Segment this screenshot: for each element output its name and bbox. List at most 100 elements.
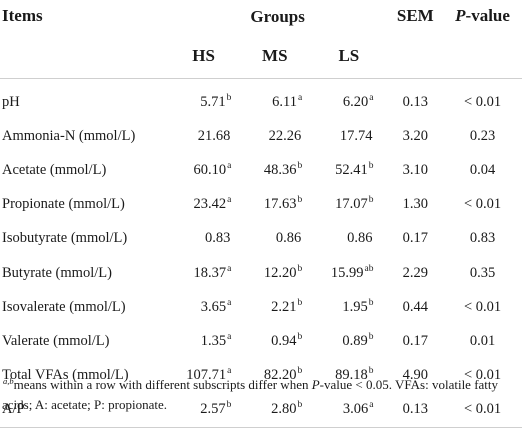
ls-cell: 0.86 [310,222,387,256]
p-value-cell-value: < 0.01 [463,367,502,384]
ls-cell: 89.18b [310,359,387,393]
table-row: Propionate (mmol/L) 23.42a 17.63b 17.07b 1.3… [0,188,522,222]
sem-cell: 0.13 [387,78,444,120]
ms-cell: 22.26 [239,119,310,153]
ms-cell-superscript: b [297,400,303,411]
ms-cell: 2.21b [239,290,310,324]
p-value-cell-value: < 0.01 [463,93,502,110]
table-row: Isobutyrate (mmol/L) 0.83 0.86 0.86 0.17 0.83 [0,222,522,256]
ms-cell-superscript: a [297,92,303,103]
footnote-superscript: a,b [3,375,14,386]
sem-cell-value: 3.10 [402,161,428,178]
ms-header: MS [262,46,288,65]
ls-cell: 3.06a [310,392,388,428]
p-value-cell-value: < 0.01 [463,401,502,418]
item-cell-value: Isobutyrate (mmol/L) [2,230,128,247]
table-row: A/P 2.57b 2.80b 3.06a 0.13 < 0.01 [0,392,522,428]
items-header: Items [2,6,43,25]
ls-cell-value: 6.20 [342,93,369,110]
sem-cell-value: 0.17 [402,230,428,247]
ms-cell: 48.36b [239,153,310,187]
sem-header: SEM [396,6,434,25]
hs-cell-value: 0.83 [205,230,231,247]
ls-cell-value: 0.86 [347,230,373,247]
p-value-cell: 0.04 [443,153,522,187]
ls-cell-value: 1.95 [342,298,368,315]
item-cell: A/P [0,392,168,428]
item-cell-value: Propionate (mmol/L) [2,196,125,213]
sem-cell-value: 2.29 [402,264,428,281]
item-cell: Propionate (mmol/L) [0,188,168,222]
p-value-cell: < 0.01 [443,78,522,120]
sem-cell-value: 4.90 [402,367,428,384]
hs-cell-superscript: a [227,263,232,274]
item-cell-value: pH [2,93,20,110]
p-value-cell: 0.23 [443,119,522,153]
ls-cell-superscript: a [369,92,374,103]
table-row: pH 5.71b 6.11a 6.20a 0.13 < 0.01 [0,78,522,120]
sem-cell-value: 0.13 [402,401,428,418]
item-cell-value: Ammonia-N (mmol/L) [2,127,136,144]
ms-cell-value: 0.86 [275,230,302,247]
p-value-cell-value: < 0.01 [463,298,502,315]
hs-cell-value: 60.10 [193,161,227,178]
sem-cell: 3.20 [388,119,444,153]
hs-cell-superscript: a [227,366,232,377]
item-cell-value: Isovalerate (mmol/L) [2,298,126,315]
table-row: Acetate (mmol/L) 60.10a 48.36b 52.41b 3.10 0.… [0,153,522,187]
sem-cell-value: 3.20 [402,127,428,144]
ls-cell: 1.95b [310,290,387,324]
table-body: pH 5.71b 6.11a 6.20a 0.13 < 0.01 Ammonia-N (mm… [0,78,522,428]
ms-cell-superscript: b [297,366,303,377]
ms-cell: 6.11a [239,78,311,120]
p-value-cell-value: 0.35 [469,264,496,281]
hs-cell: 21.68 [168,119,240,153]
ls-cell-superscript: a [369,400,374,411]
ls-cell: 15.99ab [310,256,387,290]
ms-cell-value: 12.20 [263,264,297,281]
item-cell: pH [0,78,168,120]
sem-cell: 0.17 [388,222,444,256]
hs-cell: 60.10a [168,153,240,187]
ms-cell-superscript: b [297,161,303,172]
sem-cell: 1.30 [388,188,444,222]
hs-cell-value: 21.68 [197,127,231,144]
item-cell-value: Valerate (mmol/L) [2,332,110,349]
p-value-cell: 0.01 [443,324,522,358]
hs-cell: 2.57b [167,392,240,428]
ls-cell-superscript: ab [364,263,374,274]
ls-cell: 0.89b [310,324,387,358]
hs-cell: 0.83 [168,222,240,256]
ms-cell-value: 6.11 [272,93,297,110]
p-value-cell: 0.83 [443,222,522,256]
hs-cell-value: 3.65 [200,298,227,315]
item-cell: Acetate (mmol/L) [0,153,168,187]
ms-cell: 0.94b [239,324,310,358]
ls-cell-superscript: b [368,366,374,377]
ms-cell-value: 0.94 [271,332,297,349]
item-cell: Isobutyrate (mmol/L) [0,222,168,256]
ms-cell: 82.20b [239,359,310,393]
item-cell: Ammonia-N (mmol/L) [0,119,168,153]
hs-cell-superscript: b [226,92,232,103]
ms-cell-value: 2.80 [271,401,297,418]
ls-cell-value: 15.99 [330,264,364,281]
p-value-cell: < 0.01 [443,188,522,222]
footnote-text-1: means within a row with different subscr… [13,377,312,392]
ms-cell-superscript: b [297,332,303,343]
item-cell: Total VFAs (mmol/L) [0,359,168,393]
hs-cell: 18.37a [168,256,240,290]
p-value-header-italic: P [455,6,466,25]
ls-cell-value: 3.06 [342,401,369,418]
sem-cell: 0.17 [388,324,444,358]
hs-cell: 23.42a [168,188,240,222]
ms-cell-superscript: b [297,297,303,308]
table-row: Total VFAs (mmol/L) 107.71a 82.20b 89.18b 4.… [0,359,522,393]
ms-cell-value: 48.36 [263,161,297,178]
sem-cell: 0.44 [388,290,444,324]
ms-cell-superscript: b [297,195,303,206]
hs-cell-value: 107.71 [186,367,227,384]
hs-cell-superscript: b [226,400,232,411]
table-footnote: a,bmeans within a row with different sub… [2,375,518,415]
